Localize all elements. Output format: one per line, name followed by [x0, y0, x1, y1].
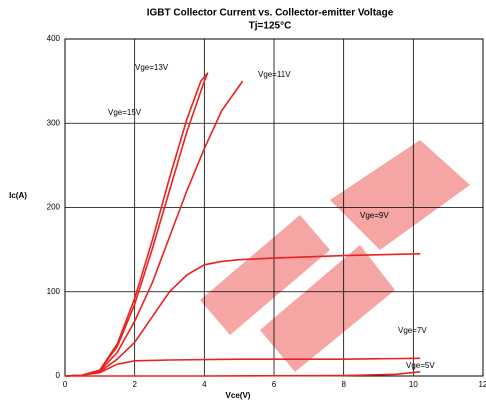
y-tick-label: 200 — [47, 203, 61, 212]
series-label: Vge=13V — [135, 63, 169, 72]
x-tick-label: 12 — [479, 380, 486, 389]
x-tick-label: 10 — [409, 380, 418, 389]
series-label: Vge=7V — [398, 326, 427, 335]
watermark-shape — [330, 140, 470, 250]
y-tick-label: 0 — [56, 371, 61, 380]
series-line — [64, 72, 209, 377]
series-label: Vge=5V — [406, 361, 435, 370]
series-label: Vge=9V — [360, 211, 389, 220]
series-label: Vge=15V — [108, 108, 142, 117]
x-tick-label: 0 — [63, 380, 68, 389]
watermark-shape — [260, 245, 395, 372]
watermark-shape — [200, 215, 330, 335]
x-tick-label: 6 — [272, 380, 277, 389]
watermark — [200, 140, 470, 372]
series-line — [64, 357, 421, 377]
chart-subtitle: Tj=125°C — [249, 21, 292, 32]
x-tick-label: 8 — [341, 380, 346, 389]
series-label: Vge=11V — [258, 70, 291, 79]
series-line — [65, 370, 421, 377]
x-tick-label: 4 — [202, 380, 207, 389]
series-line — [64, 80, 244, 377]
y-axis-label: Ic(A) — [9, 191, 27, 200]
x-axis-label: Vce(V) — [226, 391, 251, 400]
y-tick-label: 400 — [47, 34, 61, 43]
x-tick-label: 2 — [132, 380, 137, 389]
chart-title: IGBT Collector Current vs. Collector-emi… — [147, 8, 394, 19]
y-tick-label: 100 — [47, 287, 61, 296]
y-tick-label: 300 — [47, 118, 61, 127]
series-line — [64, 253, 421, 377]
